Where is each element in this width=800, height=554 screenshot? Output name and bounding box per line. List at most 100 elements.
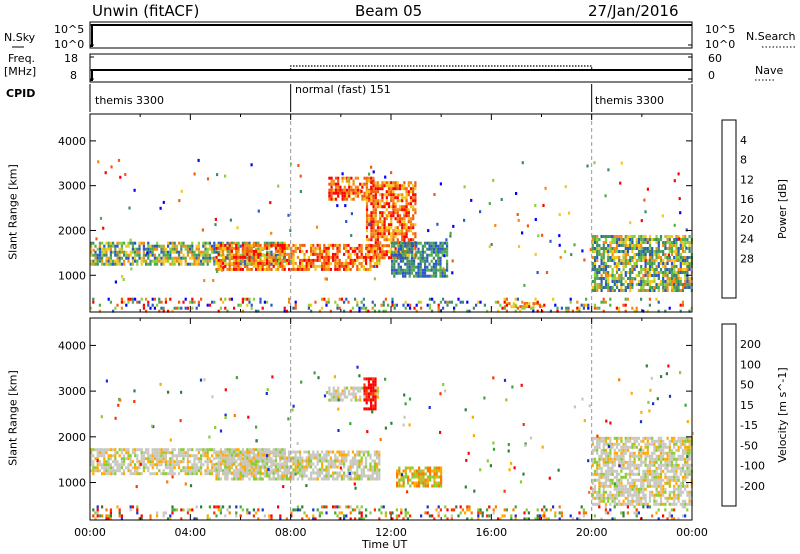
heatmap-cell [441, 244, 444, 248]
heatmap-cell [512, 305, 515, 309]
heatmap-cell [222, 243, 225, 247]
heatmap-cell [136, 457, 139, 461]
heatmap-cell [370, 377, 373, 381]
heatmap-cell [314, 465, 317, 469]
heatmap-cell [327, 297, 330, 301]
heatmap-cell [191, 472, 194, 476]
heatmap-cell [164, 297, 167, 301]
heatmap-cell [224, 174, 227, 178]
heatmap-cell [441, 253, 444, 257]
heatmap-cell [675, 289, 678, 292]
heatmap-cell [439, 262, 442, 266]
heatmap-cell [378, 453, 381, 457]
heatmap-cell [448, 300, 451, 304]
heatmap-cell [668, 306, 671, 310]
heatmap-cell [120, 457, 123, 461]
heatmap-cell [370, 395, 373, 399]
heatmap-cell [367, 179, 371, 183]
heatmap-cell [396, 181, 399, 185]
heatmap-cell [611, 256, 614, 259]
heatmap-cell [644, 478, 647, 482]
heatmap-cell [670, 265, 674, 268]
heatmap-cell [376, 244, 380, 248]
heatmap-cell [294, 261, 297, 265]
heatmap-cell [350, 386, 353, 390]
heatmap-cell [646, 484, 649, 488]
heatmap-cell [334, 261, 337, 265]
heatmap-cell [666, 481, 669, 485]
heatmap-cell [252, 258, 255, 262]
heatmap-cell [356, 176, 360, 180]
heatmap-cell [367, 377, 370, 381]
heatmap-cell [352, 197, 355, 201]
heatmap-cell [343, 188, 346, 192]
heatmap-cell [615, 268, 619, 271]
heatmap-cell [246, 303, 249, 307]
heatmap-cell [252, 456, 255, 460]
heatmap-cell [402, 478, 405, 482]
heatmap-cell [631, 436, 634, 440]
heatmap-cell [369, 246, 372, 250]
heatmap-cell [620, 259, 623, 262]
heatmap-cell [186, 250, 189, 254]
heatmap-cell [604, 250, 608, 253]
heatmap-cell [631, 496, 634, 500]
heatmap-cell [334, 300, 337, 304]
heatmap-cell [609, 460, 612, 464]
heatmap-cell [193, 256, 196, 260]
heatmap-cell [611, 247, 614, 250]
heatmap-cell [629, 490, 632, 494]
heatmap-cell [378, 243, 381, 247]
heatmap-cell [655, 502, 658, 506]
heatmap-cell [228, 469, 231, 473]
heatmap-cell [109, 448, 112, 452]
heatmap-cell [277, 471, 280, 475]
heatmap-cell [442, 306, 445, 310]
heatmap-cell [266, 471, 269, 475]
heatmap-cell [290, 459, 293, 463]
heatmap-cell [611, 235, 614, 238]
heatmap-cell [622, 262, 625, 265]
heatmap-cell [153, 306, 156, 310]
heatmap-cell [310, 246, 313, 250]
heatmap-cell [432, 262, 435, 266]
heatmap-cell [167, 309, 170, 313]
heatmap-cell [272, 454, 275, 458]
heatmap-cell [348, 194, 351, 198]
heatmap-cell [399, 247, 402, 251]
heatmap-cell [369, 462, 372, 466]
heatmap-cell [191, 448, 194, 452]
heatmap-cell [428, 262, 431, 266]
heatmap-cell [393, 256, 396, 260]
heatmap-cell [365, 389, 368, 393]
heatmap-cell [441, 250, 444, 254]
heatmap-cell [611, 241, 614, 244]
heatmap-cell [644, 259, 647, 263]
heatmap-cell [677, 256, 680, 259]
heatmap-cell [164, 463, 167, 467]
heatmap-cell [618, 448, 621, 452]
heatmap-cell [653, 502, 656, 506]
heatmap-cell [345, 267, 348, 271]
heatmap-cell [303, 258, 306, 262]
heatmap-cell [653, 277, 656, 280]
heatmap-cell [349, 465, 352, 469]
heatmap-cell [327, 450, 330, 454]
heatmap-cell [248, 258, 251, 262]
heatmap-cell [263, 468, 266, 472]
heatmap-cell [257, 448, 260, 452]
heatmap-cell [292, 471, 295, 475]
heatmap-cell [214, 223, 217, 227]
heatmap-cell [158, 460, 161, 464]
heatmap-cell [402, 475, 405, 479]
heatmap-cell [615, 496, 619, 500]
heatmap-cell [314, 246, 317, 250]
heatmap-cell [312, 468, 315, 472]
heatmap-cell [349, 261, 352, 265]
heatmap-cell [305, 267, 308, 271]
heatmap-cell [410, 244, 413, 248]
heatmap-cell [378, 474, 381, 478]
heatmap-cell [446, 244, 449, 248]
heatmap-cell [376, 220, 380, 224]
heatmap-cell [365, 255, 368, 259]
